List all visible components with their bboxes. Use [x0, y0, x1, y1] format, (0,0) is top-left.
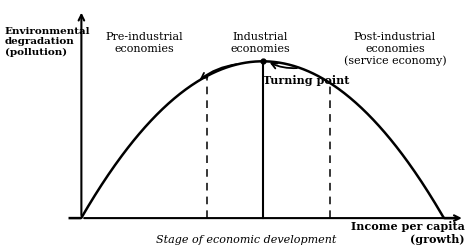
- Text: Stage of economic development: Stage of economic development: [156, 235, 337, 245]
- Text: Environmental
degradation
(pollution): Environmental degradation (pollution): [5, 27, 90, 57]
- Text: Income per capita
(growth): Income per capita (growth): [351, 221, 465, 245]
- Text: Post-industrial
economies
(service economy): Post-industrial economies (service econo…: [344, 32, 446, 66]
- Text: Turning point: Turning point: [263, 76, 349, 86]
- Text: Industrial
economies: Industrial economies: [230, 32, 290, 54]
- Text: Pre-industrial
economies: Pre-industrial economies: [105, 32, 183, 54]
